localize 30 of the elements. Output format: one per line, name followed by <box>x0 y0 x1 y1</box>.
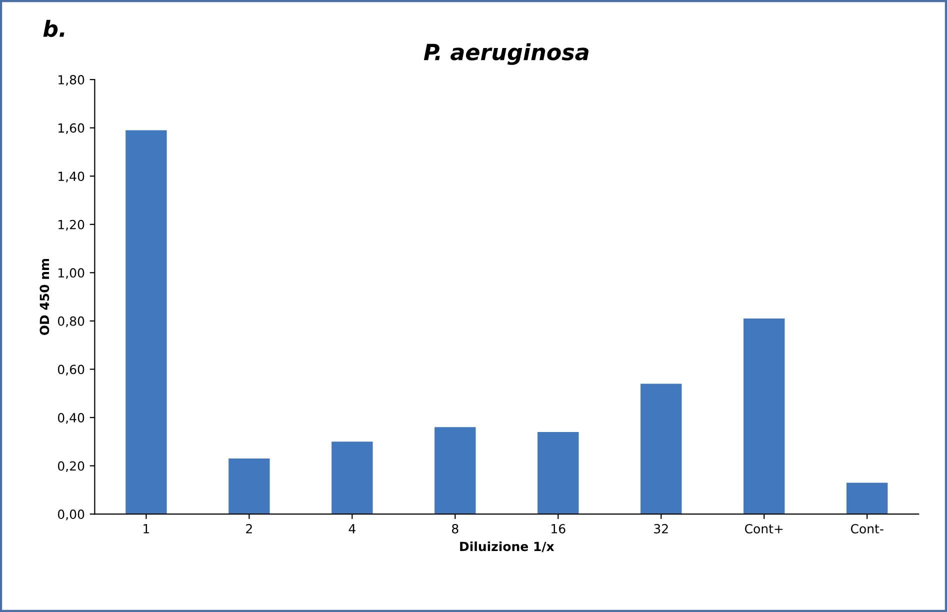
x-tick-label: Cont- <box>850 524 884 534</box>
x-tick-label: 2 <box>246 524 252 534</box>
bar <box>538 432 579 514</box>
y-tick-label: 1,40 <box>58 172 84 182</box>
y-tick-label: 1,80 <box>58 75 84 86</box>
text: b. <box>43 20 64 38</box>
y-tick-label: 1,00 <box>58 268 84 279</box>
y-tick-label: 0,20 <box>58 461 84 472</box>
y-tick-label: 0,80 <box>58 316 84 328</box>
x-tick-label: 4 <box>348 524 356 534</box>
x-tick-label: Cont+ <box>744 524 783 534</box>
y-tick-label: 1,60 <box>58 123 84 134</box>
x-tick-label: 16 <box>552 524 566 534</box>
bar <box>744 318 785 514</box>
y-tick-label: 0,60 <box>58 364 84 376</box>
x-tick-label: 32 <box>654 524 668 534</box>
y-tick-label: 0,40 <box>58 412 84 424</box>
bar <box>846 482 888 514</box>
chart-title: P. aeruginosa <box>424 43 588 65</box>
bar <box>640 384 682 514</box>
y-tick-label: 0,00 <box>58 510 84 520</box>
x-tick-label: 1 <box>144 524 150 534</box>
y-tick-label: 1,20 <box>58 220 84 231</box>
bar <box>332 442 373 514</box>
x-axis-title: Diluizione 1/x <box>460 541 554 552</box>
bar <box>126 130 167 514</box>
bar <box>434 427 476 514</box>
x-tick-label: 8 <box>452 524 458 534</box>
bar <box>228 458 270 514</box>
y-axis-title: OD 450 nm <box>40 258 50 336</box>
